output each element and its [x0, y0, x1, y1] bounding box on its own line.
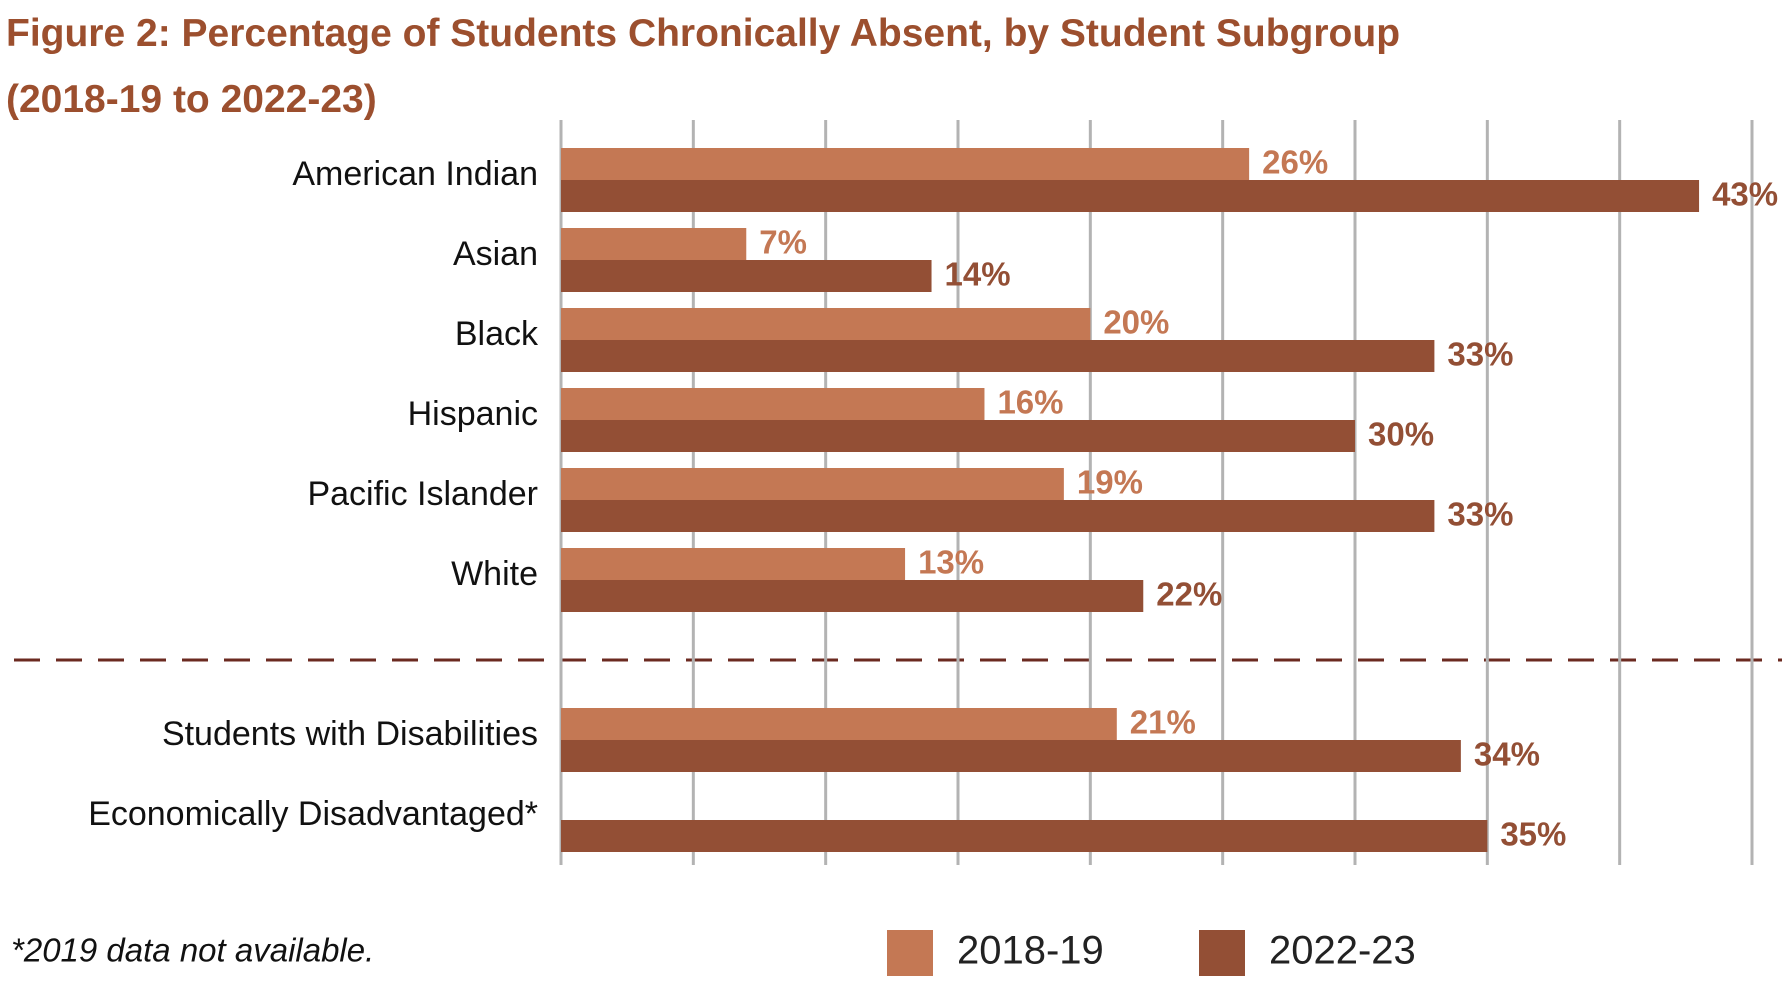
bar — [561, 580, 1144, 612]
category-label: Economically Disadvantaged* — [88, 795, 538, 833]
value-label: 34% — [1474, 736, 1540, 773]
bar — [561, 468, 1064, 500]
bar — [561, 740, 1461, 772]
value-label: 43% — [1712, 176, 1778, 213]
bar — [561, 500, 1435, 532]
category-label: Black — [455, 315, 539, 353]
value-label: 22% — [1156, 576, 1222, 613]
category-label: Pacific Islander — [307, 475, 538, 513]
value-label: 33% — [1447, 496, 1513, 533]
bar — [561, 388, 985, 420]
category-label: American Indian — [292, 155, 538, 193]
value-label: 7% — [759, 224, 807, 261]
bar — [561, 420, 1355, 452]
value-label: 33% — [1447, 336, 1513, 373]
bar — [561, 180, 1700, 212]
category-label: Hispanic — [408, 395, 538, 433]
value-label: 26% — [1262, 144, 1328, 181]
value-label: 13% — [918, 544, 984, 581]
value-label: 19% — [1077, 464, 1143, 501]
legend-label: 2018-19 — [957, 929, 1104, 973]
chart-subtitle: (2018-19 to 2022-23) — [6, 78, 377, 121]
bar — [561, 228, 747, 260]
bar — [561, 548, 906, 580]
chart-title: Figure 2: Percentage of Students Chronic… — [6, 12, 1400, 55]
value-label: 20% — [1103, 304, 1169, 341]
value-label: 30% — [1368, 416, 1434, 453]
legend-label: 2022-23 — [1269, 929, 1416, 973]
value-label: 14% — [945, 256, 1011, 293]
legend-swatch — [1199, 930, 1245, 976]
bar — [561, 820, 1488, 852]
category-label: Asian — [453, 235, 538, 273]
bar — [561, 260, 932, 292]
category-label: White — [451, 555, 538, 593]
value-label: 35% — [1500, 816, 1566, 853]
bar — [561, 308, 1091, 340]
value-label: 16% — [997, 384, 1063, 421]
value-label: 21% — [1130, 704, 1196, 741]
category-label: Students with Disabilities — [162, 715, 538, 753]
legend-swatch — [887, 930, 933, 976]
bar — [561, 148, 1250, 180]
bar — [561, 708, 1117, 740]
footnote: *2019 data not available. — [11, 932, 374, 969]
bar — [561, 340, 1435, 372]
